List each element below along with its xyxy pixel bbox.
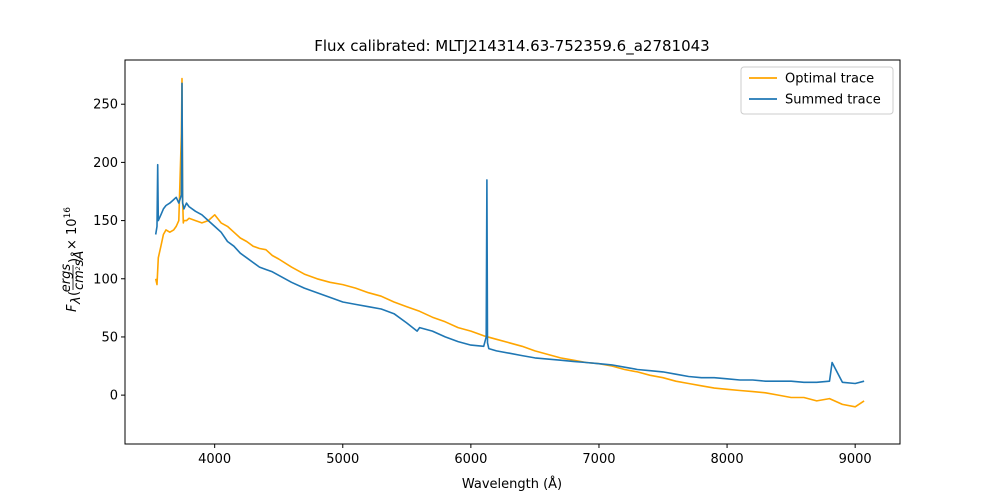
y-axis-title: F λ ( ergs cm2sÅ ) × 1016 xyxy=(59,207,87,312)
y-axis-denominator: cm2sÅ xyxy=(71,251,87,290)
y-tick-label: 100 xyxy=(93,272,118,287)
x-tick-label: 5000 xyxy=(326,452,359,467)
series-layer xyxy=(154,77,865,408)
legend-label-optimal: Optimal trace xyxy=(785,72,874,87)
x-axis-title: Wavelength (Å) xyxy=(462,476,562,492)
plot-frame xyxy=(124,59,901,445)
y-axis-multiplier: × 1016 xyxy=(63,207,80,250)
legend-label-summed: Summed trace xyxy=(785,93,881,108)
y-axis-symbol: F xyxy=(65,304,80,312)
y-tick-label: 200 xyxy=(93,156,118,171)
series-line-optimal xyxy=(154,77,865,408)
x-tick-label: 4000 xyxy=(198,452,231,467)
y-axis-symbol-subscript: λ xyxy=(69,296,84,305)
y-axis-numerator: ergs xyxy=(59,264,74,293)
y-axis-paren-open: ( xyxy=(67,291,82,296)
y-tick-label: 50 xyxy=(101,330,118,345)
x-axis: 4000 5000 6000 7000 8000 9000 xyxy=(198,444,872,467)
y-axis-paren-close: ) xyxy=(67,258,82,263)
y-axis: 0 50 100 150 200 250 xyxy=(93,98,125,404)
x-tick-label: 7000 xyxy=(582,452,615,467)
legend: Optimal trace Summed trace xyxy=(740,66,894,115)
chart-title: Flux calibrated: MLTJ214314.63-752359.6_… xyxy=(314,37,709,56)
y-tick-label: 250 xyxy=(93,98,118,113)
y-tick-label: 0 xyxy=(110,389,118,404)
legend-box xyxy=(740,66,894,115)
x-tick-label: 6000 xyxy=(454,452,487,467)
series-line-summed xyxy=(154,82,865,385)
x-tick-label: 8000 xyxy=(711,452,744,467)
x-tick-label: 9000 xyxy=(839,452,872,467)
y-tick-label: 150 xyxy=(93,214,118,229)
